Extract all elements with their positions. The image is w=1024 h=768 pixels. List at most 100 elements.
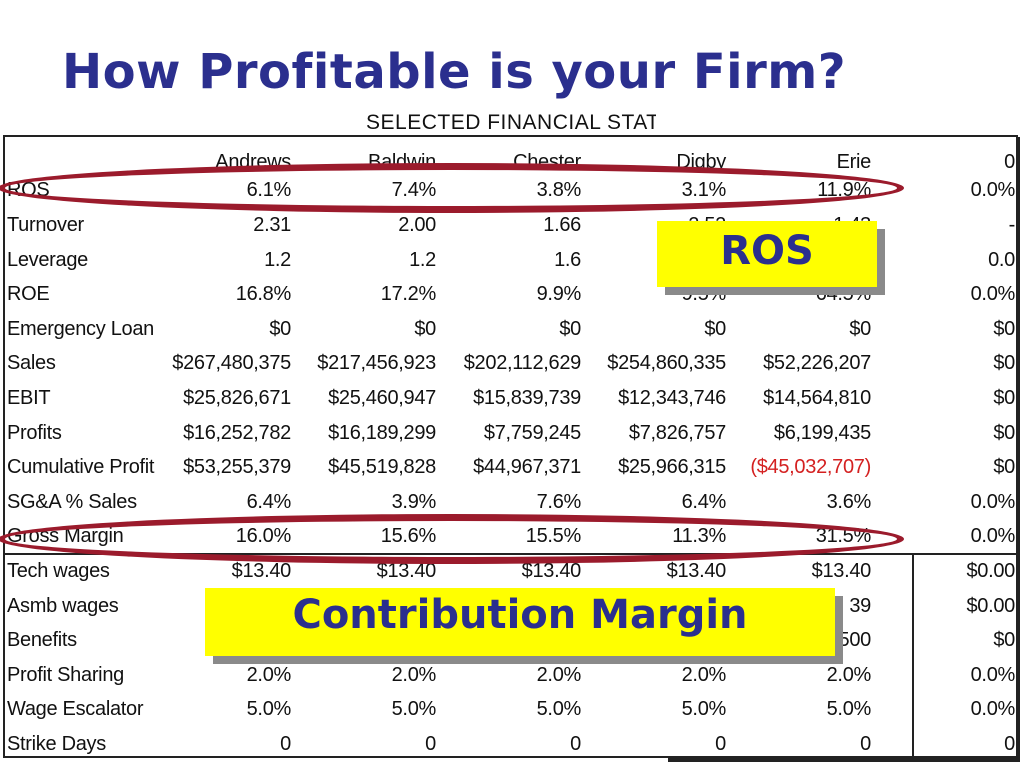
row-label: ROE [7,283,50,306]
table-row: ROE 16.8% 17.2% 9.9% 9.5% 64.5% 0.0% [6,277,1015,312]
table-cell: $13.40 [231,559,292,582]
table-cell: 5.0% [536,698,582,721]
row-label: Sales [7,352,56,375]
table-row: Wage Escalator 5.0% 5.0% 5.0% 5.0% 5.0% 0.0% [6,693,1015,728]
row-label: Profits [7,421,62,444]
table-cell: 7.6% [536,490,582,513]
contribution-margin-callout: Contribution Margin [205,588,835,656]
table-cell: 0 [1004,732,1015,755]
table-cell: $25,826,671 [183,386,291,409]
table-cell: $6,199,435 [773,421,871,444]
table-cell: 6.4% [246,490,292,513]
table-cell: $0.00 [966,559,1015,582]
table-cell: 17.2% [380,283,437,306]
slide-title: How Profitable is your Firm? [62,44,847,100]
table-cell: $13.40 [666,559,727,582]
table-cell: 0.0% [970,698,1016,721]
table-cell: $267,480,375 [172,352,291,375]
table-cell: $13.40 [811,559,872,582]
table-cell: $0.00 [966,594,1015,617]
table-cell: $202,112,629 [463,352,582,375]
row-label: Cumulative Profit [7,456,155,479]
table-cell: 3.9% [391,490,437,513]
ros-callout: ROS [657,221,877,287]
table-cell: 2.0% [246,663,292,686]
table-cell: $13.40 [376,559,437,582]
table-cell: $44,967,371 [473,456,581,479]
table-row: Benefits 500 $0 [6,623,1015,658]
row-label: Profit Sharing [7,663,124,686]
table-cell: 1.2 [264,248,291,271]
table-cell: 1.6 [554,248,581,271]
table-cell: ($45,032,707) [750,456,871,479]
table-row: Emergency Loan $0 $0 $0 $0 $0 $0 [6,312,1015,347]
table-cell: $0 [269,317,291,340]
table-cell: $14,564,810 [763,386,871,409]
row-label: Tech wages [7,559,110,582]
row-label: Turnover [7,213,84,236]
table-cell: 16.8% [235,283,292,306]
table-cell: 64.5% [815,283,872,306]
table-row: Sales $267,480,375 $217,456,923 $202,112,62… [6,347,1015,382]
table-row: SG&A % Sales 6.4% 3.9% 7.6% 6.4% 3.6% 0.0% [6,485,1015,520]
table-cell: 1.2 [409,248,436,271]
table-cell: 5.0% [391,698,437,721]
table-cell: $7,759,245 [483,421,581,444]
row-label: SG&A % Sales [7,490,137,513]
column-divider [912,553,914,758]
table-cell: $7,826,757 [628,421,726,444]
table-cell: 9.9% [536,283,582,306]
table-cell: $0 [849,317,871,340]
frame-shadow-bottom [668,758,1020,762]
table-cell: 2.0% [391,663,437,686]
table-cell: 5.0% [681,698,727,721]
table-cell: 0 [715,732,726,755]
table-cell: $0 [993,317,1015,340]
table-cell: $25,460,947 [328,386,436,409]
table-row: Strike Days 0 0 0 0 0 0 [6,727,1015,762]
table-cell: 500 [838,629,872,652]
row-label: Benefits [7,629,77,652]
table-cell: 0 [425,732,436,755]
frame-shadow-right [1016,137,1020,760]
table-cell: $16,189,299 [328,421,436,444]
table-cell: 0.0% [970,283,1016,306]
table-cell: 3.6% [826,490,872,513]
row-label: Wage Escalator [7,698,144,721]
table-cell: 2.0% [536,663,582,686]
table-cell: 0 [860,732,871,755]
row-label: Leverage [7,248,88,271]
row-label: EBIT [7,386,51,409]
table-cell: $53,255,379 [183,456,291,479]
table-cell: 2.0% [826,663,872,686]
column-header-0: 0 [1004,150,1015,173]
row-label: Strike Days [7,732,106,755]
table-cell: $0 [559,317,581,340]
table-cell: 2.0% [681,663,727,686]
table-cell: 0.0% [970,663,1016,686]
table-cell: $12,343,746 [618,386,726,409]
header-blank [6,139,157,174]
table-row: Cumulative Profit $53,255,379 $45,519,828 $… [6,450,1015,485]
table-cell: 1.66 [543,213,581,236]
table-cell: $45,519,828 [328,456,436,479]
table-cell: $0 [704,317,726,340]
table-cell: $0 [993,456,1015,479]
table-cell: $52,226,207 [763,352,871,375]
table-cell: $25,966,315 [618,456,726,479]
table-row: Profit Sharing 2.0% 2.0% 2.0% 2.0% 2.0% 0.0% [6,658,1015,693]
table-cell: 5.0% [246,698,292,721]
table-title: SELECTED FINANCIAL STATISTICS [366,111,656,131]
row-label: Asmb wages [7,594,119,617]
table-row: EBIT $25,826,671 $25,460,947 $15,839,739 $12… [6,381,1015,416]
table-cell: $15,839,739 [473,386,581,409]
table-cell: $0 [993,386,1015,409]
table-row: Tech wages $13.40 $13.40 $13.40 $13.40 $13.40… [6,554,1015,589]
ros-highlight-ellipse [0,163,904,213]
row-label: Emergency Loan [7,317,155,340]
table-cell: - [1008,213,1016,236]
table-cell: 0.0 [988,248,1015,271]
table-cell: 0.0% [970,525,1016,548]
table-cell: $254,860,335 [607,352,726,375]
table-cell: $13.40 [521,559,582,582]
